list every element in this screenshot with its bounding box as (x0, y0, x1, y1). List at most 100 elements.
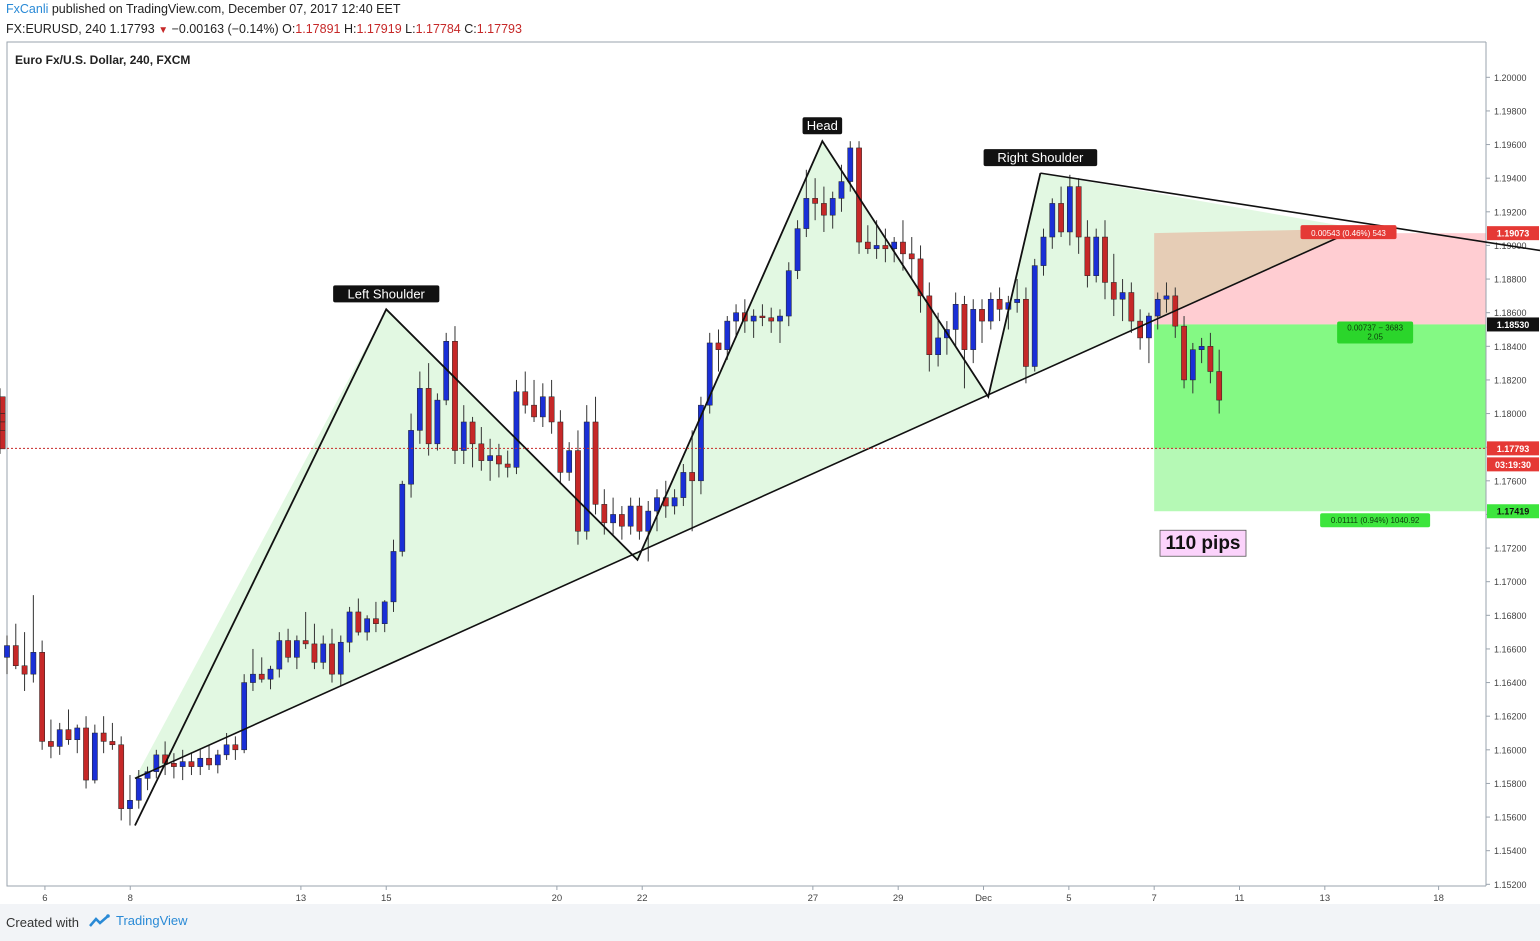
bear-candle (373, 618, 379, 624)
bear-candle (109, 741, 116, 746)
price-tick-label: 1.15800 (1494, 779, 1527, 789)
bull-candle (847, 147, 854, 182)
author-link[interactable]: FxCanli (6, 2, 49, 16)
stop-label-bg (1300, 225, 1397, 240)
bear-candle (425, 388, 432, 445)
right-shoulder-label-bg (983, 149, 1098, 167)
bear-candle (0, 421, 6, 431)
bull-candle (838, 181, 845, 199)
bear-candle (478, 443, 485, 461)
bull-candle (390, 551, 397, 603)
open-label: O: (282, 22, 296, 36)
time-tick-label: 22 (637, 893, 648, 904)
high-value: 1.17919 (356, 22, 402, 36)
time-tick-label: 27 (808, 893, 819, 904)
price-tick-label: 1.18000 (1494, 409, 1527, 419)
bull-candle (56, 729, 63, 747)
ratio-label-2: 2.05 (1367, 332, 1383, 341)
price-tick-label: 1.18200 (1494, 375, 1527, 385)
bear-candle (469, 421, 476, 445)
pattern-zigzag (134, 139, 1042, 826)
bear-candle (1058, 203, 1064, 233)
head-label-bg (802, 117, 843, 135)
publish-info: FxCanli published on TradingView.com, De… (6, 2, 400, 16)
bull-candle (680, 472, 687, 498)
bear-candle (1023, 298, 1029, 367)
price-tag-bg (1487, 504, 1539, 519)
price-tag-bg (1487, 441, 1539, 456)
price-tick-label: 1.18600 (1494, 308, 1527, 318)
tradingview-brand[interactable]: TradingView (88, 913, 188, 928)
price-tick-label: 1.20000 (1494, 73, 1527, 83)
bull-candle (197, 757, 204, 767)
bear-candle (636, 505, 643, 532)
bull-candle (566, 450, 573, 473)
bear-candle (768, 317, 775, 322)
down-triangle-icon: ▼ (158, 25, 169, 36)
pips-label: 110 pips (1166, 533, 1241, 554)
price-tick-label: 1.19800 (1494, 106, 1527, 116)
bear-candle (12, 645, 19, 667)
neckline (134, 227, 1359, 780)
price-tag-bg (1487, 317, 1539, 332)
bull-candle (987, 298, 994, 322)
bull-candle (214, 754, 221, 766)
bear-candle (118, 744, 125, 809)
bull-candle (610, 514, 616, 524)
time-tick-label: 20 (552, 893, 563, 904)
price-tick-label: 1.15400 (1494, 846, 1527, 856)
upper-trendline (1040, 172, 1540, 252)
bull-candle (364, 618, 370, 633)
bear-candle (1181, 325, 1187, 381)
created-with-label: Created with (6, 915, 79, 930)
pattern-fill (134, 141, 1359, 779)
bull-candle (30, 652, 37, 675)
bull-candle (127, 800, 133, 809)
bull-candle (346, 611, 353, 643)
left-shoulder-label: Left Shoulder (348, 286, 426, 301)
price-tick-label: 1.16200 (1494, 712, 1527, 722)
bull-candle (829, 198, 836, 216)
left-shoulder-label-bg (333, 285, 440, 303)
bear-candle (926, 295, 933, 355)
bull-candle (1189, 349, 1196, 381)
bull-candle (698, 404, 704, 482)
bull-candle (1031, 265, 1038, 367)
ratio-label-1: 0.00737 − 3683 (1347, 323, 1403, 332)
bear-candle (961, 304, 968, 350)
bear-candle (689, 472, 696, 482)
bear-candle (171, 763, 177, 767)
bear-candle (452, 341, 458, 451)
bear-candle (601, 504, 608, 524)
bull-candle (952, 304, 959, 330)
bear-candle (496, 455, 502, 465)
time-tick-label: 6 (42, 893, 47, 904)
bull-candle (750, 315, 757, 322)
open-value: 1.17891 (295, 22, 341, 36)
bear-candle (1102, 236, 1108, 283)
bull-candle (1198, 346, 1205, 350)
published-text: published on TradingView.com, December 0… (51, 2, 401, 16)
bull-candle (1163, 295, 1170, 300)
bear-candle (557, 421, 564, 473)
pips-box (1159, 529, 1247, 557)
bear-candle (100, 732, 107, 742)
bull-candle (654, 497, 660, 512)
bear-candle (1128, 292, 1135, 322)
bear-candle (900, 241, 906, 255)
bear-candle (996, 298, 1003, 310)
bull-candle (434, 399, 441, 445)
bull-candle (513, 391, 520, 468)
bear-candle (48, 741, 54, 747)
bear-candle (917, 258, 924, 297)
time-tick-label: 18 (1433, 893, 1444, 904)
change-text: −0.00163 (−0.14%) (171, 22, 279, 36)
bear-candle (21, 665, 28, 675)
bull-candle (1154, 298, 1161, 317)
bear-candle (1075, 186, 1082, 238)
bear-candle (864, 241, 871, 250)
bull-candle (970, 309, 977, 350)
price-chart[interactable]: Euro Fx/U.S. Dollar, 240, FXCM 1.15200 1.1… (0, 0, 1540, 904)
price-tick-label: 1.16600 (1494, 644, 1527, 654)
price-tag: 1.18530 (1497, 320, 1530, 330)
